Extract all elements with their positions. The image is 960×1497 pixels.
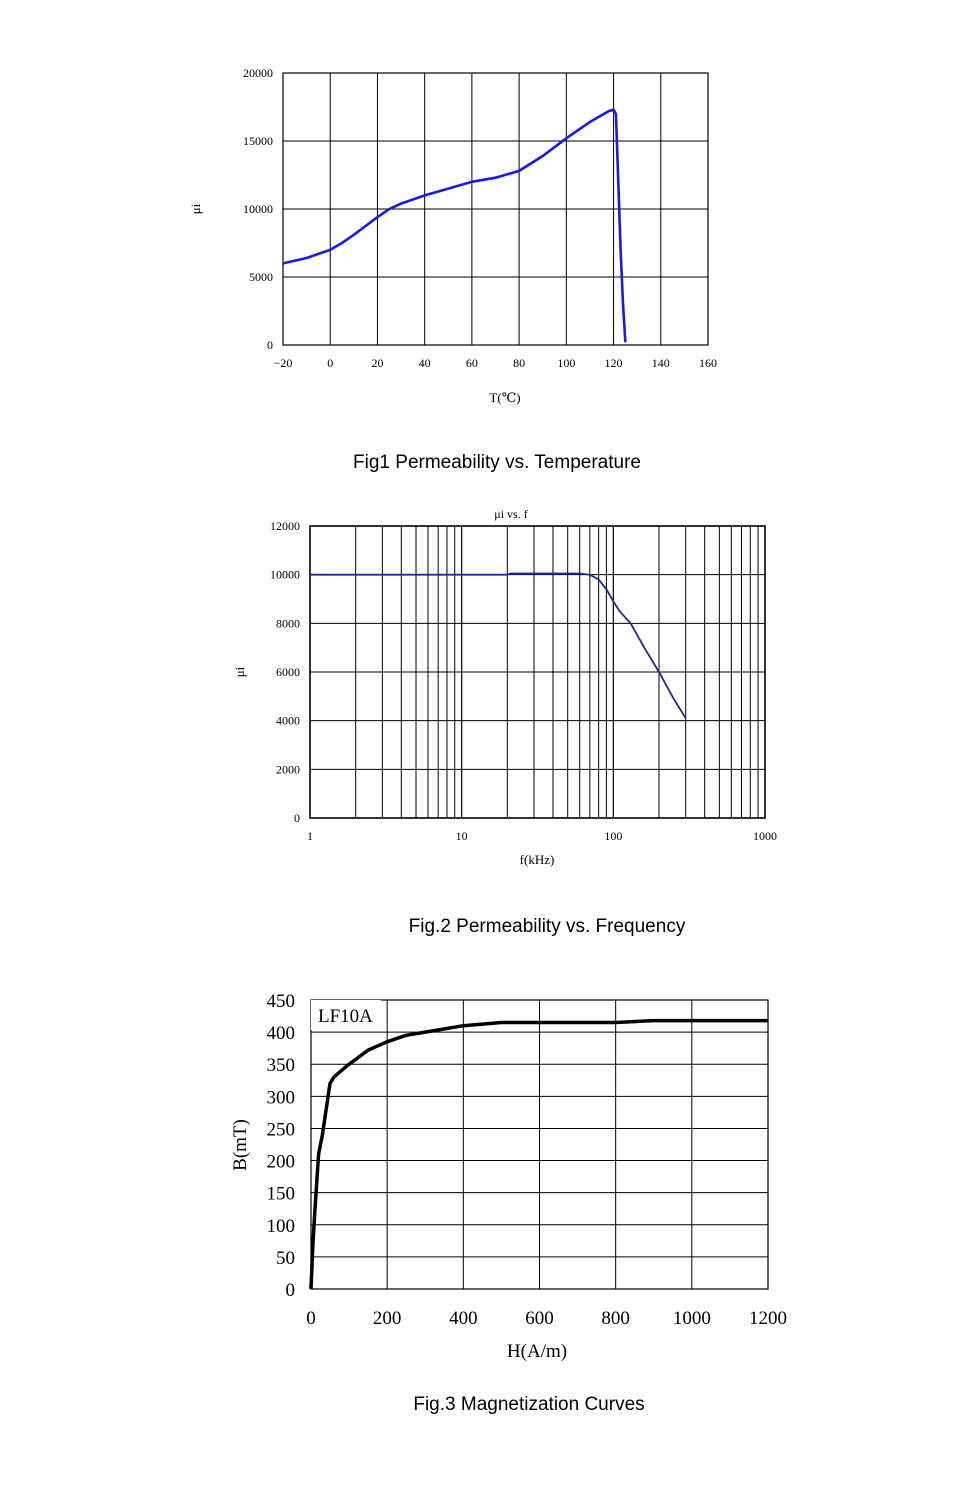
chart2-x-tick-label: 10	[456, 829, 468, 843]
chart3-x-tick-label: 1000	[673, 1308, 711, 1329]
chart3-grid	[310, 999, 769, 1290]
chart1-x-tick-label: 0	[327, 356, 333, 370]
chart2-x-tick-label: 100	[604, 829, 622, 843]
chart2-series-line	[310, 572, 687, 719]
chart1-x-tick-label: 120	[605, 356, 623, 370]
chart2-y-tick-label: 8000	[276, 616, 300, 630]
chart3-y-tick-label: 200	[267, 1152, 296, 1173]
chart1-y-tick-label: 10000	[243, 202, 273, 216]
chart3-y-tick-label: 0	[286, 1280, 296, 1301]
chart1-y-tick-label: 5000	[249, 270, 273, 284]
chart-magnetization-curves: 0 200 400 600 800 1000 1200 0 50 100 150 200 250 300 3…	[230, 991, 787, 1415]
chart3-x-tick-label: 1200	[749, 1308, 787, 1329]
chart2-y-tick-label: 12000	[270, 519, 300, 533]
chart2-grid	[309, 525, 766, 819]
chart1-y-axis-label: μi	[188, 203, 203, 214]
chart1-x-tick-label: 80	[513, 356, 525, 370]
chart3-x-tick-label: 400	[449, 1308, 478, 1329]
chart1-caption: Fig1 Permeability vs. Temperature	[353, 452, 641, 473]
chart3-y-tick-label: 150	[267, 1184, 296, 1205]
chart1-x-tick-label: 60	[466, 356, 478, 370]
chart2-x-tick-label: 1	[307, 829, 313, 843]
chart2-y-tick-label: 0	[294, 811, 300, 825]
chart2-y-axis-label: μi	[232, 666, 247, 677]
chart1-tick-labels: −20 0 20 40 60 80 100 120 140 1600500010000150002…	[243, 66, 717, 370]
chart2-x-tick-label: 1000	[753, 829, 777, 843]
chart1-x-tick-label: 100	[557, 356, 575, 370]
chart1-y-tick-label: 0	[267, 338, 273, 352]
chart3-annotation: LF10A	[318, 1006, 373, 1027]
chart3-y-tick-label: 400	[267, 1023, 296, 1044]
chart2-y-tick-label: 2000	[276, 762, 300, 776]
chart3-y-tick-label: 350	[267, 1055, 296, 1076]
chart3-y-tick-label: 100	[267, 1216, 296, 1237]
chart3-x-tick-label: 800	[601, 1308, 630, 1329]
chart3-y-tick-label: 450	[267, 991, 296, 1012]
chart3-annotation-box	[311, 1000, 381, 1030]
chart3-x-tick-label: 0	[306, 1308, 316, 1329]
chart3-y-axis-label: B(mT)	[230, 1119, 251, 1171]
chart1-x-tick-label: 160	[699, 356, 717, 370]
chart-permeability-temperature: −20 0 20 40 60 80 100 120 140 1600500010000150002…	[188, 66, 717, 473]
chart2-y-tick-label: 10000	[270, 568, 300, 582]
chart3-x-tick-label: 600	[525, 1308, 554, 1329]
chart2-x-axis-label: f(kHz)	[520, 852, 555, 867]
chart2-y-tick-label: 4000	[276, 714, 300, 728]
chart1-grid	[282, 72, 709, 346]
chart1-y-tick-label: 20000	[243, 66, 273, 80]
chart3-y-tick-label: 300	[267, 1087, 296, 1108]
chart3-x-tick-label: 200	[373, 1308, 402, 1329]
chart1-y-tick-label: 15000	[243, 134, 273, 148]
chart2-y-tick-label: 6000	[276, 665, 300, 679]
chart3-series-line	[309, 1018, 768, 1290]
chart3-caption: Fig.3 Magnetization Curves	[413, 1394, 644, 1415]
chart3-x-axis-label: H(A/m)	[507, 1341, 567, 1362]
chart3-tick-labels: 0 200 400 600 800 1000 1200 0 50 100 150 200 250 300 3…	[267, 991, 788, 1329]
chart2-caption: Fig.2 Permeability vs. Frequency	[409, 916, 686, 937]
chart1-x-tick-label: 40	[419, 356, 431, 370]
chart3-y-tick-label: 250	[267, 1119, 296, 1140]
chart1-x-tick-label: −20	[274, 356, 293, 370]
chart1-x-tick-label: 140	[652, 356, 670, 370]
chart1-x-axis-label: T(℃)	[489, 390, 520, 405]
chart1-series-line	[282, 108, 627, 343]
chart2-title: μi vs. f	[494, 507, 527, 521]
chart1-x-tick-label: 20	[371, 356, 383, 370]
chart3-y-tick-label: 50	[276, 1248, 295, 1269]
